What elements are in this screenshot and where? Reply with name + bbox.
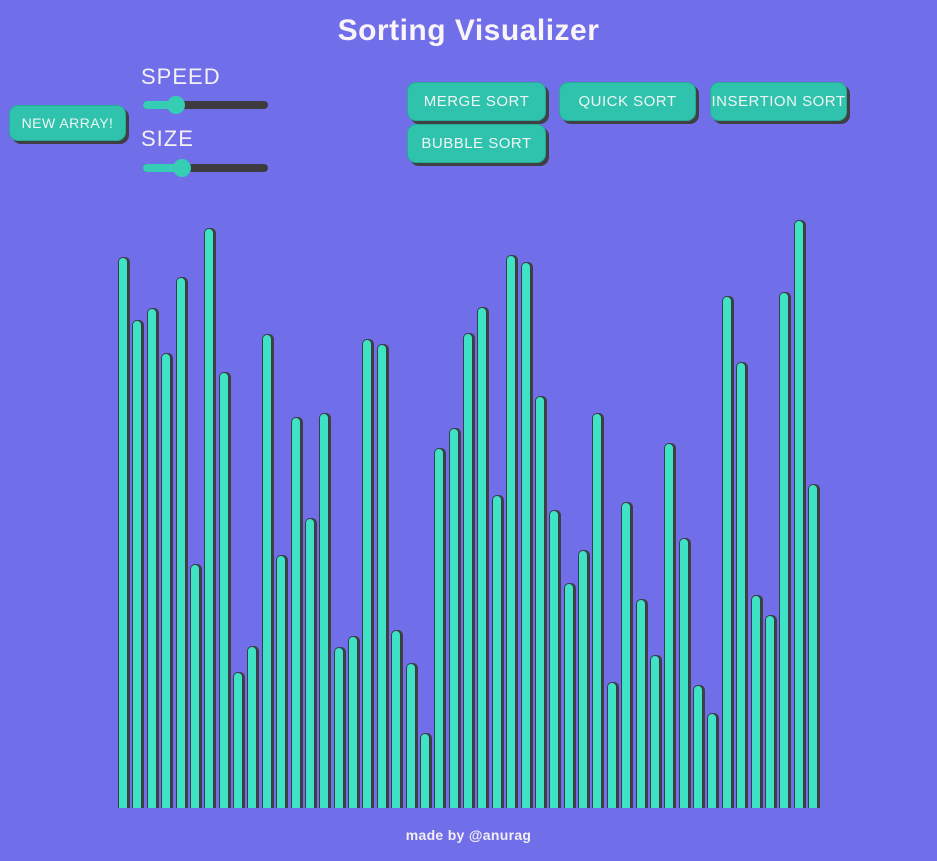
array-bar — [750, 595, 761, 808]
quick-sort-button[interactable]: QUICK SORT — [559, 82, 696, 121]
array-bar — [678, 538, 689, 808]
size-label: SIZE — [141, 126, 194, 151]
array-bar — [563, 583, 574, 808]
array-bar — [721, 296, 732, 808]
array-bar — [261, 334, 272, 808]
size-slider[interactable] — [143, 159, 268, 177]
array-bar — [463, 333, 473, 808]
array-bar — [434, 448, 445, 808]
speed-slider-fill — [143, 101, 176, 109]
array-bar — [161, 353, 172, 808]
insertion-sort-button[interactable]: INSERTION SORT — [710, 82, 847, 121]
array-bar — [146, 308, 157, 808]
array-bar — [175, 277, 186, 808]
speed-slider-thumb[interactable] — [166, 96, 185, 114]
array-bar — [736, 362, 747, 808]
array-bar — [506, 255, 517, 808]
array-bar — [693, 685, 703, 808]
array-bar — [649, 655, 660, 808]
array-bar — [319, 413, 330, 808]
speed-label: SPEED — [141, 64, 221, 89]
array-bar — [606, 682, 617, 808]
array-bar — [333, 647, 344, 808]
bubble-sort-button[interactable]: BUBBLE SORT — [407, 124, 546, 163]
array-bar — [304, 518, 315, 808]
array-bar — [233, 672, 243, 808]
array-bar — [391, 630, 402, 808]
size-slider-track[interactable] — [143, 164, 268, 172]
array-bar — [348, 636, 358, 808]
array-bar — [764, 615, 775, 808]
array-bar — [362, 339, 373, 808]
page-title: Sorting Visualizer — [337, 14, 600, 47]
array-bar — [779, 292, 790, 808]
array-bar — [793, 220, 804, 808]
speed-slider[interactable] — [143, 96, 268, 114]
array-bar — [376, 344, 387, 808]
size-slider-thumb[interactable] — [172, 159, 191, 177]
array-bar — [477, 307, 488, 808]
size-slider-fill — [143, 164, 182, 172]
array-bar — [419, 733, 430, 808]
merge-sort-button[interactable]: MERGE SORT — [407, 82, 546, 121]
array-bar — [218, 372, 229, 808]
array-bar — [534, 396, 545, 808]
array-bar — [635, 599, 646, 808]
array-bar — [204, 228, 215, 808]
array-bar — [132, 320, 143, 808]
array-bar — [448, 428, 459, 808]
array-bars-chart — [118, 208, 818, 808]
array-bar — [276, 555, 287, 808]
array-bar — [118, 257, 128, 808]
array-bar — [247, 646, 258, 808]
array-bar — [664, 443, 675, 808]
array-bar — [592, 413, 603, 808]
array-bar — [578, 550, 588, 808]
array-bar — [520, 262, 531, 808]
array-bar — [549, 510, 560, 808]
array-bar — [290, 417, 301, 808]
array-bar — [621, 502, 632, 808]
new-array-button[interactable]: NEW ARRAY! — [9, 105, 126, 141]
speed-slider-track[interactable] — [143, 101, 268, 109]
array-bar — [808, 484, 818, 808]
array-bar — [189, 564, 200, 808]
array-bar — [491, 495, 502, 808]
array-bar — [405, 663, 416, 808]
footer-credit: made by @anurag — [405, 827, 532, 843]
array-bar — [707, 713, 718, 808]
